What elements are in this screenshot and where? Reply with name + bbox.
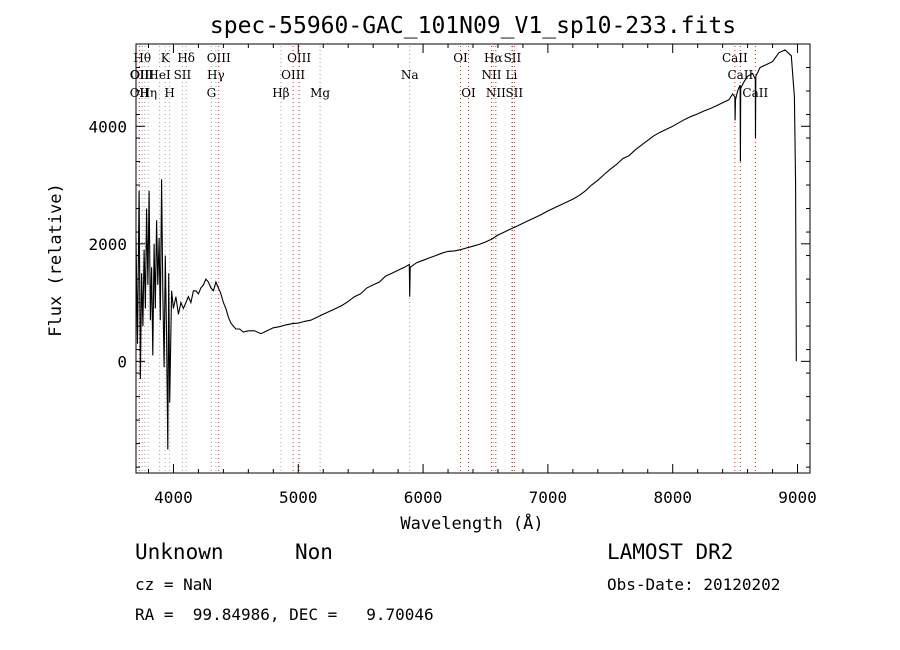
line-marker-labels: OIIOIIHθOIIIHHηHeIKHSIIHδGHγOIIIHβOIIIOI… [130, 51, 769, 100]
x-tick-label-3: 7000 [529, 488, 568, 507]
line-marker-label-20-0: Hα [484, 51, 503, 65]
line-marker-label-3-0: Hη [139, 86, 157, 100]
subclass-label: Non [295, 540, 333, 564]
line-marker-label-10-0: Hγ [207, 68, 225, 82]
line-marker-label-18-0: OI [461, 86, 476, 100]
line-marker-label-12-0: Hβ [272, 86, 289, 100]
coordinates: RA = 99.84986, DEC = 9.70046 [135, 605, 434, 624]
line-marker-label-0-0: OII [130, 68, 150, 82]
line-marker-label-22-0: Li [506, 68, 518, 82]
y-axis-ticks: 0 2000 4000 [88, 43, 810, 468]
survey-label: LAMOST DR2 [607, 540, 734, 564]
x-tick-label-1: 5000 [279, 488, 318, 507]
line-marker-label-5-0: K [161, 51, 171, 65]
line-marker-label-17-0: OI [453, 51, 468, 65]
line-marker-label-23-0: SII [504, 51, 522, 65]
line-marker-label-6-0: H [164, 86, 174, 100]
y-tick-label-2: 4000 [88, 117, 127, 136]
line-marker-label-25-0: CaII [722, 51, 748, 65]
x-axis-label: Wavelength (Å) [400, 512, 543, 534]
cz-value: cz = NaN [135, 575, 213, 594]
plot-frame [135, 43, 811, 474]
line-marker-label-21-0: NII [486, 86, 506, 100]
line-marker-label-1-0: Hθ [133, 51, 151, 65]
x-tick-label-0: 4000 [154, 488, 193, 507]
line-marker-label-11-0: OIII [207, 51, 231, 65]
line-marker-label-15-0: Mg [310, 86, 330, 100]
x-axis-ticks: 4000 5000 6000 7000 8000 9000 [147, 44, 817, 507]
line-marker-label-8-0: Hδ [177, 51, 195, 65]
line-marker-label-16-0: Na [401, 68, 419, 82]
obs-date: Obs-Date: 20120202 [607, 575, 781, 594]
line-marker-label-0-1: OII [130, 86, 150, 100]
line-marker-label-19-0: NII [481, 68, 501, 82]
chart-title: spec-55960-GAC_101N09_V1_sp10-233.fits [210, 13, 736, 39]
x-tick-label-2: 6000 [404, 488, 443, 507]
line-markers [138, 46, 756, 471]
y-tick-label-0: 0 [117, 352, 127, 371]
class-label: Unknown [135, 540, 224, 564]
x-tick-label-5: 9000 [778, 488, 817, 507]
spectrum-line [135, 49, 797, 450]
y-axis-label: Flux (relative) [46, 183, 66, 337]
line-marker-label-14-0: OIII [287, 51, 311, 65]
line-marker-label-13-0: OIII [281, 68, 305, 82]
line-marker-label-2-0: H [140, 86, 150, 100]
line-marker-label-24-0: SII [505, 86, 523, 100]
x-tick-label-4: 8000 [653, 488, 692, 507]
line-marker-label-9-0: G [207, 86, 217, 100]
line-marker-label-26-0: CaII [727, 68, 753, 82]
line-marker-label-4-0: HeI [148, 68, 171, 82]
line-marker-label-7-0: SII [174, 68, 192, 82]
y-tick-label-1: 2000 [88, 235, 127, 254]
